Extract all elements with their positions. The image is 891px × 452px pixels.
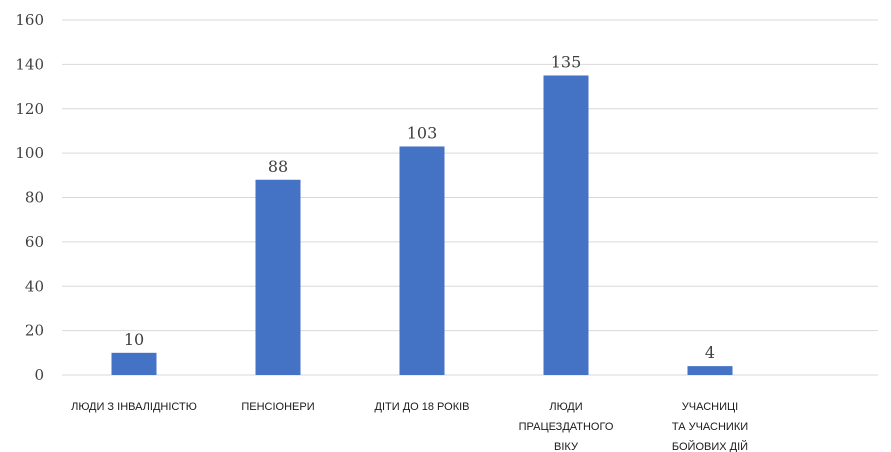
x-axis-categories: ЛЮДИ З ІНВАЛІДНІСТЮ ПЕНСІОНЕРИ ДІТИ ДО 18 …	[71, 401, 748, 452]
y-tick-label: 80	[25, 189, 44, 207]
data-label: 88	[268, 157, 288, 176]
bar	[687, 366, 733, 375]
data-label: 10	[124, 330, 144, 349]
bars	[111, 75, 733, 375]
x-category-label: ПЕНСІОНЕРИ	[241, 401, 314, 413]
bar	[255, 179, 301, 375]
gridlines	[62, 19, 878, 376]
x-category-label: ПРАЦЕЗДАТНОГО	[519, 421, 614, 433]
data-labels: 10 88 103 135 4	[124, 52, 715, 362]
y-tick-label: 20	[25, 322, 44, 340]
x-category-label: ЛЮДИ	[549, 401, 582, 413]
y-tick-label: 140	[15, 55, 44, 73]
data-label: 4	[705, 343, 715, 362]
y-tick-label: 0	[34, 366, 44, 384]
y-tick-label: 160	[15, 11, 44, 29]
y-axis-ticks: 0 20 40 60 80 100 120 140 160	[15, 11, 44, 384]
y-tick-label: 60	[25, 233, 44, 251]
x-category-label: БОЙОВИХ ДІЙ	[672, 440, 748, 452]
bar	[111, 352, 157, 375]
data-label: 103	[407, 123, 438, 142]
x-category-label: ТА УЧАСНИКИ	[672, 421, 748, 433]
x-category-label: ВІКУ	[554, 441, 579, 452]
data-label: 135	[551, 52, 582, 71]
x-category-label: ДІТИ ДО 18 РОКІВ	[375, 401, 470, 413]
bar	[543, 75, 589, 375]
y-tick-label: 120	[15, 100, 44, 118]
x-category-label: ЛЮДИ З ІНВАЛІДНІСТЮ	[71, 401, 197, 413]
bar	[399, 146, 445, 375]
y-tick-label: 40	[25, 277, 44, 295]
x-category-label: УЧАСНИЦІ	[682, 401, 738, 413]
y-tick-label: 100	[15, 144, 44, 162]
